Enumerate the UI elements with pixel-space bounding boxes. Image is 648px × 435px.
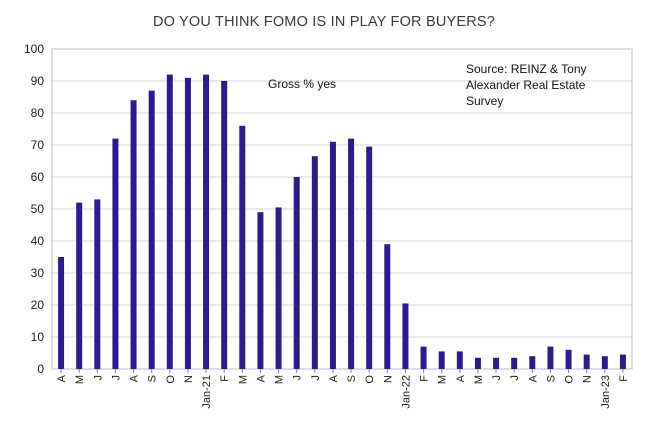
y-tick-label: 60: [31, 170, 45, 184]
source-line-1: Source: REINZ & Tony: [466, 62, 587, 76]
bar: [474, 357, 481, 369]
x-tick-label: F: [219, 375, 231, 382]
x-tick-label: J: [310, 375, 322, 381]
x-tick-label: M: [274, 375, 286, 384]
source-line-3: Survey: [466, 94, 503, 108]
bar: [148, 90, 155, 369]
x-tick-label: F: [618, 375, 630, 382]
bar: [94, 199, 101, 369]
gridlines: [51, 48, 633, 370]
bar: [239, 125, 246, 369]
bar: [275, 207, 282, 369]
y-tick-label: 0: [37, 362, 44, 376]
chart-title: DO YOU THINK FOMO IS IN PLAY FOR BUYERS?: [152, 14, 496, 30]
x-tick-label: Jan-22: [400, 375, 412, 409]
x-tick-label: J: [292, 375, 304, 381]
x-tick-label: A: [527, 374, 539, 382]
x-tick-label: M: [237, 375, 249, 384]
bar: [420, 346, 427, 369]
x-tick-label: M: [473, 375, 485, 384]
y-tick-label: 40: [31, 234, 45, 248]
x-tick-label: Jan-23: [600, 375, 612, 409]
x-tick-label: N: [582, 375, 594, 383]
bar: [203, 74, 210, 369]
x-tick-label: S: [147, 375, 159, 382]
x-tick-label: O: [165, 375, 177, 384]
bar: [76, 202, 83, 369]
bar: [456, 351, 463, 369]
bar: [565, 349, 572, 369]
x-tick-label: N: [183, 375, 195, 383]
x-tick-label: M: [437, 375, 449, 384]
y-tick-label: 30: [31, 266, 45, 280]
x-tick-label: S: [346, 375, 358, 382]
x-tick-label: O: [364, 375, 376, 384]
series-label: Gross % yes: [268, 77, 336, 91]
bar: [348, 138, 355, 369]
bar: [583, 354, 590, 369]
bar: [257, 212, 264, 369]
x-axis: A M J J A S O N Jan-21 F M A M J J A S O N Jan-22 F M A M J J A S O N…: [56, 369, 630, 409]
y-axis: 0 10 20 30 40 50 60 70 80 90 100: [24, 42, 44, 376]
x-tick-label: A: [56, 374, 68, 382]
bar: [130, 100, 137, 369]
bar: [529, 356, 536, 369]
x-tick-label: F: [419, 375, 431, 382]
y-tick-label: 100: [24, 42, 44, 56]
x-tick-label: A: [255, 374, 267, 382]
bar: [366, 146, 373, 369]
bar: [511, 357, 518, 369]
y-tick-label: 70: [31, 138, 45, 152]
bar: [184, 77, 191, 370]
bar: [329, 141, 336, 369]
bar: [493, 357, 500, 369]
plot-frame: [51, 48, 633, 370]
x-tick-label: J: [110, 375, 122, 381]
x-tick-label: J: [92, 375, 104, 381]
bar: [293, 177, 300, 369]
x-tick-label: J: [491, 375, 503, 381]
bar: [384, 244, 391, 369]
x-tick-label: O: [564, 375, 576, 384]
x-tick-label: S: [545, 375, 557, 382]
x-tick-label: J: [509, 375, 521, 381]
y-tick-label: 50: [31, 202, 45, 216]
bar: [112, 138, 119, 369]
x-tick-label: A: [328, 374, 340, 382]
y-tick-label: 20: [31, 298, 45, 312]
x-tick-label: A: [129, 374, 141, 382]
x-tick-label: Jan-21: [201, 375, 213, 409]
bar: [58, 257, 65, 369]
bar: [311, 156, 318, 369]
y-tick-label: 80: [31, 106, 45, 120]
bar: [221, 81, 228, 369]
x-tick-label: M: [74, 375, 86, 384]
bar: [619, 354, 626, 369]
y-tick-label: 90: [31, 74, 45, 88]
y-tick-label: 10: [31, 330, 45, 344]
x-tick-label: N: [382, 375, 394, 383]
x-tick-label: A: [455, 374, 467, 382]
bar: [547, 346, 554, 369]
bar: [601, 356, 608, 369]
source-line-2: Alexander Real Estate: [466, 78, 586, 92]
bars: [58, 74, 626, 370]
bar: [438, 351, 445, 369]
bar: [166, 74, 173, 369]
bar: [402, 303, 409, 369]
